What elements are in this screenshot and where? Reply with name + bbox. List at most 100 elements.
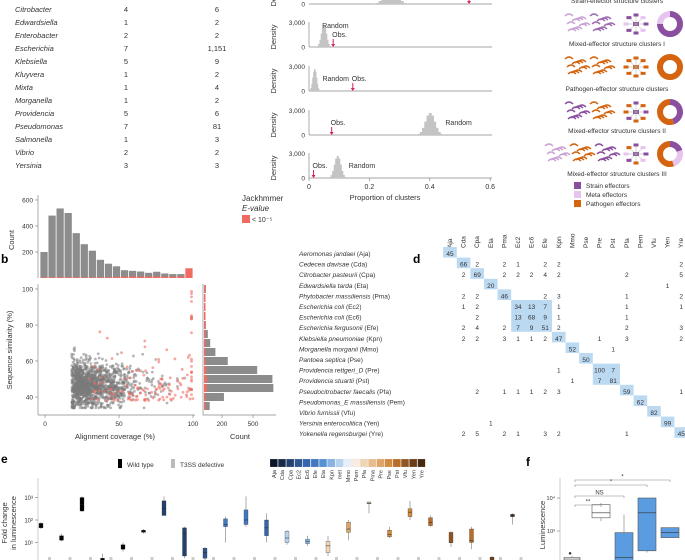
scatter-point-significant — [168, 376, 172, 380]
matrix-column-label: Eta — [488, 238, 495, 248]
scatter-point-significant — [176, 387, 180, 391]
histogram-bar-significant — [204, 312, 206, 320]
random-distribution-bar — [327, 44, 330, 47]
genus-table: Citrobacter 4 6 Edwardsiella 1 2 Enterobacter 2… — [15, 5, 226, 170]
scatter-point — [128, 367, 132, 370]
species-name: Yokenella regensburgei — [299, 431, 367, 438]
scatter-point — [72, 399, 75, 402]
matrix-cell: 2 — [530, 272, 534, 279]
scatter-point — [93, 361, 97, 365]
protein-structure-icon — [546, 151, 556, 155]
histogram-bar-significant — [112, 276, 121, 278]
scatter-point-significant — [180, 367, 184, 371]
matrix-cell: 2 — [557, 431, 561, 438]
scatter-point-significant — [185, 395, 189, 398]
species-abbr: (Cpa) — [357, 272, 375, 279]
significance-bracket — [574, 484, 648, 487]
protein-structure-icon — [602, 16, 612, 20]
histogram-bar — [204, 366, 258, 374]
protein-structure-icon — [598, 114, 608, 118]
network-node-icon — [640, 59, 646, 63]
donut-segment — [671, 149, 683, 167]
histogram-bar — [112, 266, 121, 278]
scatter-point — [95, 361, 99, 365]
histogram-bar-significant — [204, 285, 206, 293]
legend-swatch — [242, 215, 250, 223]
matrix-cell: 3 — [557, 389, 561, 396]
network-node-icon — [623, 22, 629, 26]
matrix-cell: 20 — [487, 283, 495, 290]
matrix-row-label: Morganella morganii (Mmo) — [299, 346, 378, 353]
matrix-highlight — [620, 384, 634, 396]
scatter-point-significant — [188, 397, 192, 401]
scatter-point — [118, 381, 121, 385]
scatter-point — [84, 390, 88, 394]
matrix-cell: 2 — [503, 431, 507, 438]
genus-count: 4 — [124, 5, 128, 14]
scatter-point — [83, 361, 87, 365]
scatter-point — [87, 380, 91, 384]
matrix-cell: 1 — [625, 304, 629, 311]
histogram-bar-significant — [128, 276, 137, 278]
panel-label-b: b — [1, 252, 8, 266]
scatter-point — [120, 373, 123, 377]
matrix-cell: 2 — [503, 325, 507, 332]
scatter-point-significant — [165, 348, 169, 352]
protein-structure-icon — [566, 109, 576, 113]
y-axis-label: Density — [269, 68, 278, 93]
scatter-point-significant — [190, 289, 193, 293]
scatter-point-significant — [169, 397, 173, 401]
effector-count: 2 — [215, 148, 219, 157]
species-name: Yersinia enterocolitica — [299, 421, 363, 428]
random-distribution-bar — [324, 27, 327, 47]
scatter-point — [71, 379, 74, 383]
effector-count: 1,151 — [208, 44, 227, 53]
scatter-point-significant — [157, 382, 161, 386]
network-node-icon — [640, 116, 646, 120]
matrix-cell: 3 — [543, 431, 547, 438]
scatter-point — [132, 380, 136, 384]
matrix-cell: 1 — [557, 368, 561, 375]
histogram-bar — [145, 272, 153, 278]
scatter-point-significant — [181, 376, 185, 380]
scatter-point-significant — [139, 369, 142, 373]
scatter-point — [87, 401, 91, 405]
network-node-icon — [640, 16, 646, 20]
box — [407, 508, 413, 517]
matrix-highlight — [579, 353, 593, 364]
x-axis-label: Count — [230, 432, 251, 441]
scatter-point — [71, 395, 75, 398]
scatter-point — [111, 401, 115, 405]
random-distribution-bar — [381, 0, 385, 4]
colorbar-label: Cda — [280, 469, 286, 480]
matrix-column-label: Ec2 — [515, 236, 522, 248]
scatter-point-significant — [130, 369, 134, 373]
x-tick-label: 0.2 — [365, 184, 375, 191]
scatter-point — [70, 373, 74, 376]
scatter-point — [132, 376, 136, 380]
scatter-point — [93, 401, 97, 404]
scatter-point-significant — [190, 292, 193, 296]
scatter-point — [73, 346, 76, 350]
scatter-point-significant — [97, 367, 101, 371]
colorbar-label: Pre — [379, 470, 385, 479]
x-tick-label: 0 — [43, 421, 47, 428]
scatter-point — [154, 358, 158, 361]
protein-structure-icon — [577, 104, 587, 108]
histogram-bar-significant — [40, 277, 48, 278]
protein-structure-icon — [594, 143, 604, 147]
matrix-row-label: Escherichia coli (Ec6) — [299, 315, 362, 322]
matrix-cell: 2 — [462, 293, 466, 300]
matrix-cell: 7 — [611, 368, 615, 375]
scatter-point — [80, 390, 84, 394]
scatter-point-significant — [97, 382, 101, 386]
colorbar-swatch — [376, 458, 385, 468]
network-node-icon — [643, 22, 649, 26]
histogram-bar — [80, 244, 88, 278]
scatter-point — [108, 381, 112, 385]
histogram-bar-significant — [137, 276, 145, 278]
scatter-point-significant — [154, 392, 157, 396]
scatter-point-significant — [190, 295, 193, 299]
matrix-column-label: Ec6 — [529, 236, 536, 248]
